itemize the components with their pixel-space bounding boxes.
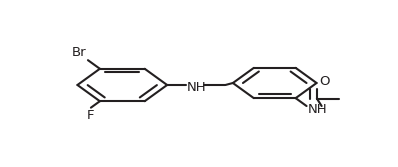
Text: O: O <box>319 75 330 88</box>
Text: NH: NH <box>187 81 207 95</box>
Text: NH: NH <box>307 103 327 116</box>
Text: Br: Br <box>71 46 86 59</box>
Text: F: F <box>86 109 94 122</box>
